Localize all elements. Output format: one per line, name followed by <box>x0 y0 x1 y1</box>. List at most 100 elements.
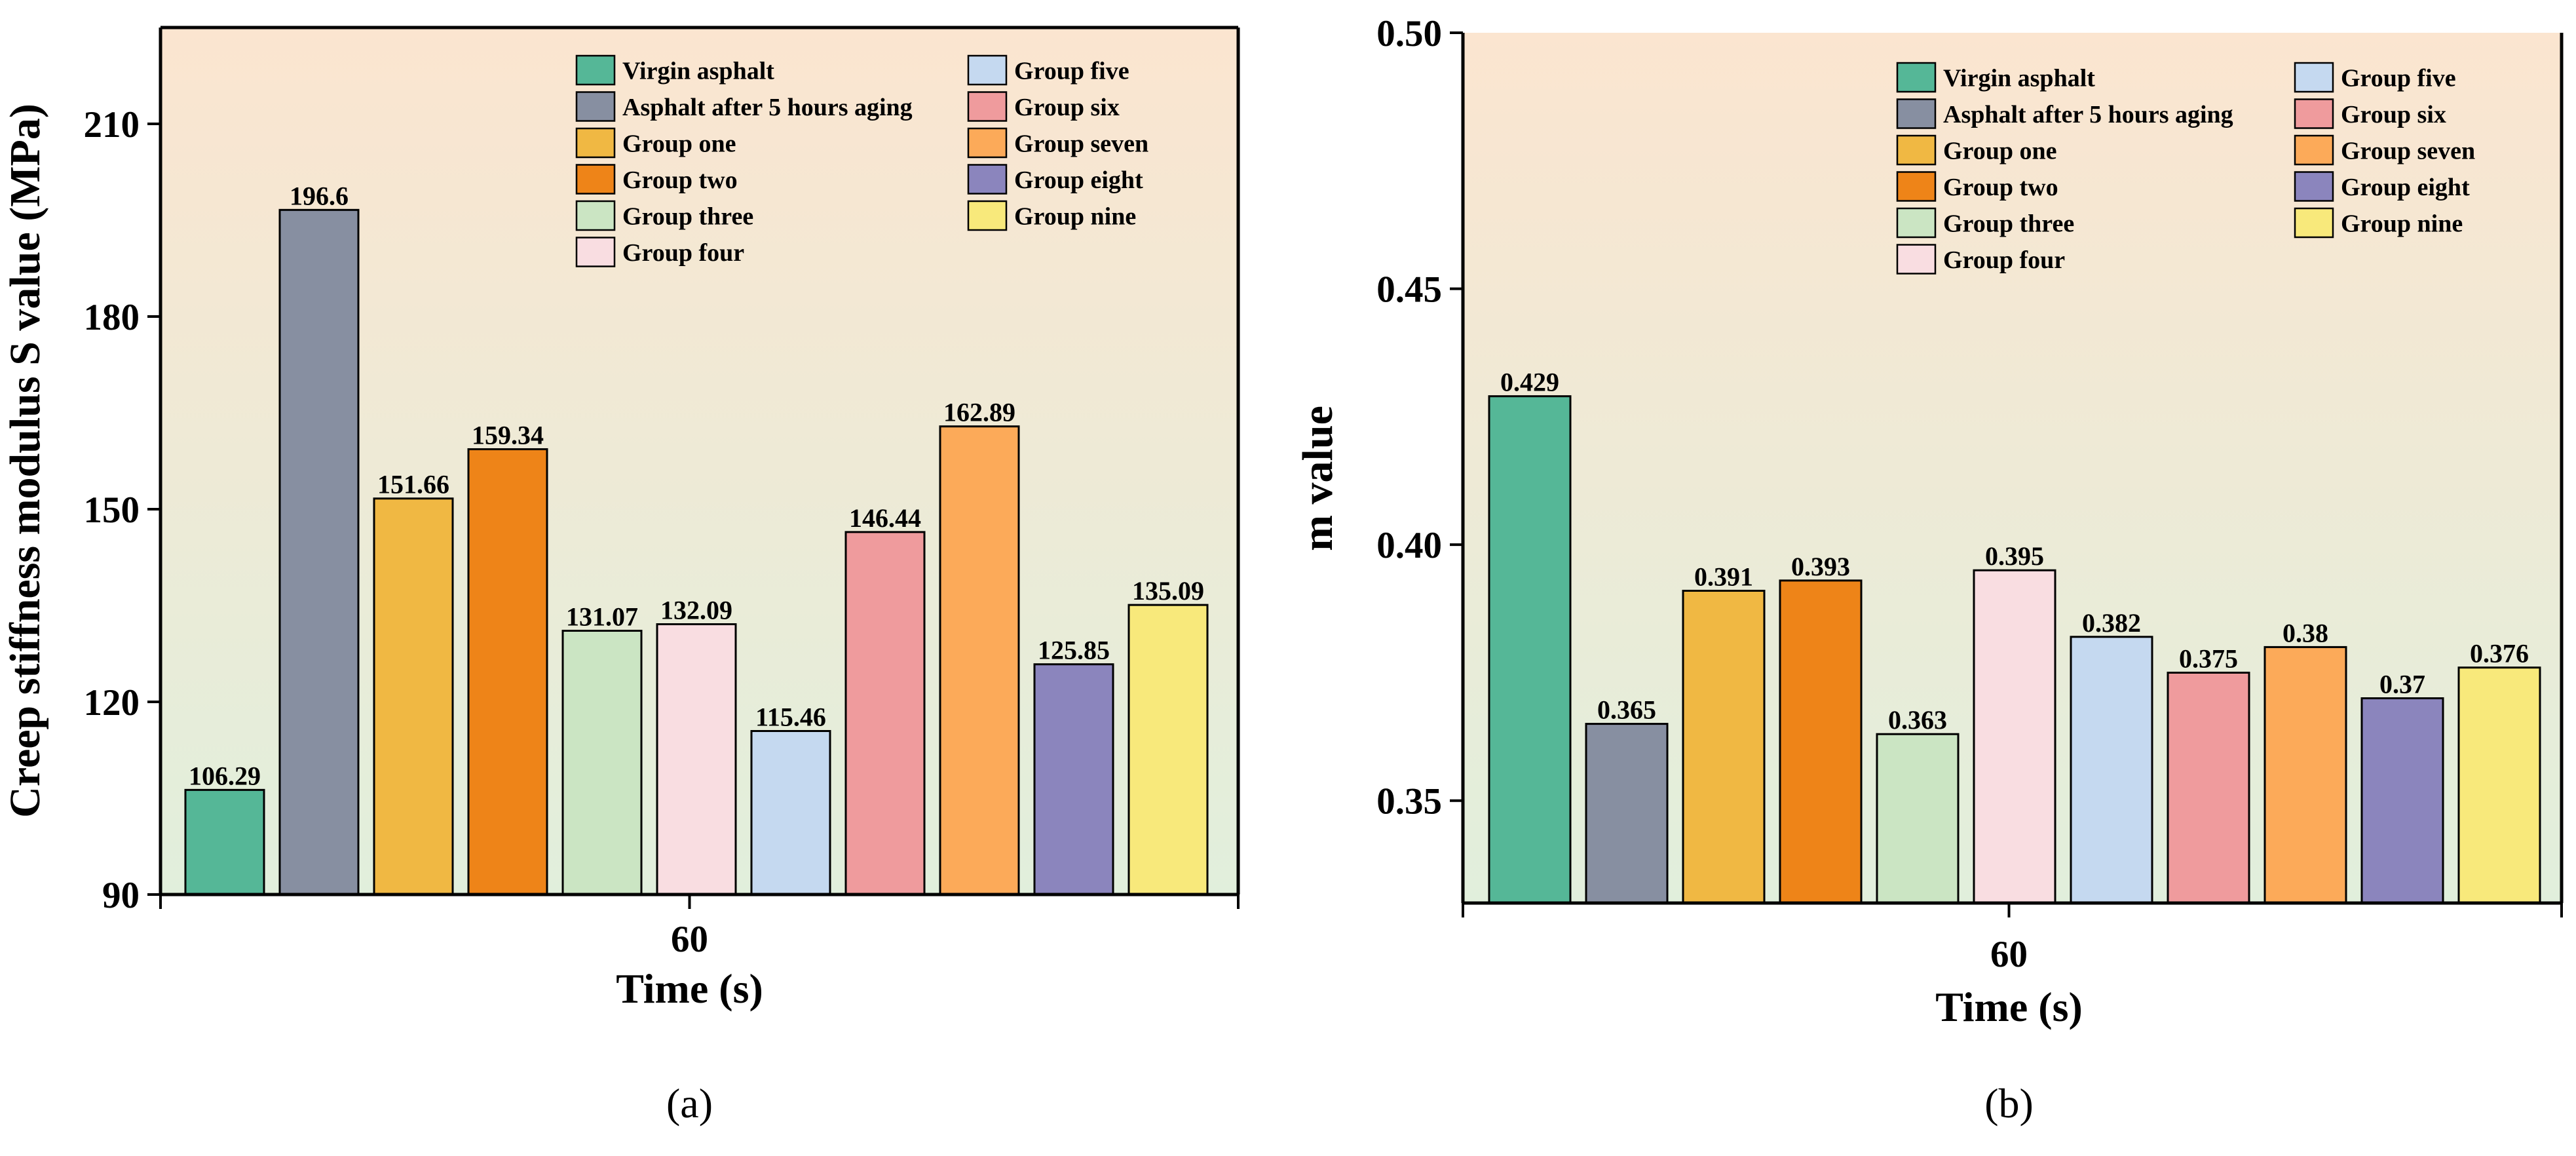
data-label: 146.44 <box>849 503 921 533</box>
legend-swatch <box>2294 207 2334 239</box>
panel-label: (a) <box>666 1080 713 1127</box>
bar-group-four <box>656 623 737 896</box>
legend-label: Group seven <box>1014 130 1148 157</box>
y-axis-label: Creep stiffness modulus S value (MPa) <box>1 104 49 818</box>
legend-label: Group six <box>1014 94 1120 121</box>
y-tick-label: 210 <box>84 104 140 145</box>
data-label: 151.66 <box>377 470 449 499</box>
legend-label: Group four <box>1943 246 2065 274</box>
legend-label: Group two <box>1943 174 2058 201</box>
legend-label: Group two <box>622 166 738 194</box>
legend-label: Group five <box>2341 64 2456 92</box>
legend-label: Group seven <box>2341 137 2475 164</box>
legend-swatch <box>2294 171 2334 202</box>
y-tick-label: 0.35 <box>1376 781 1442 822</box>
legend-swatch <box>1896 98 1937 129</box>
data-label: 0.382 <box>2082 608 2141 638</box>
legend-swatch <box>967 200 1008 231</box>
bar-group-eight <box>1033 663 1114 896</box>
bar-group-seven <box>2263 645 2347 904</box>
y-tick-label: 0.50 <box>1376 13 1442 54</box>
legend-label: Group three <box>1943 210 2074 237</box>
y-tick-label: 0.40 <box>1376 525 1442 566</box>
legend-swatch <box>967 54 1008 86</box>
legend-label: Group four <box>622 239 744 267</box>
legend-label: Group nine <box>1014 202 1136 230</box>
legend-label: Group one <box>622 130 736 157</box>
legend-swatch <box>967 91 1008 122</box>
data-label: 0.37 <box>2379 670 2425 699</box>
y-tick-label: 120 <box>84 682 140 723</box>
data-label: 0.38 <box>2282 618 2328 647</box>
data-label: 159.34 <box>472 420 544 450</box>
bar-group-eight <box>2360 697 2444 904</box>
legend-label: Group nine <box>2341 210 2463 237</box>
data-label: 106.29 <box>189 761 261 790</box>
bar-group-two <box>1779 579 1863 904</box>
bar-group-one <box>373 497 454 896</box>
legend-label: Virgin asphalt <box>622 57 774 85</box>
x-axis-label: Time (s) <box>616 965 763 1012</box>
legend-swatch <box>1896 62 1937 93</box>
legend-label: Group six <box>2341 101 2446 128</box>
legend-swatch <box>2294 98 2334 129</box>
data-label: 0.393 <box>1791 552 1850 581</box>
legend-swatch <box>1896 244 1937 275</box>
bar-asphalt-after-5-hours-aging <box>1585 723 1669 904</box>
data-label: 115.46 <box>755 702 826 731</box>
data-label: 125.85 <box>1038 636 1110 665</box>
bar-group-seven <box>939 425 1020 896</box>
legend-swatch <box>967 164 1008 195</box>
legend-swatch <box>2294 62 2334 93</box>
y-tick-label: 0.45 <box>1376 269 1442 311</box>
x-axis-label: Time (s) <box>1935 984 2083 1030</box>
chart-panel-a: 106.29 196.6 151.66 159.34 131.07 132.09 115.4… <box>1 26 1240 1127</box>
legend-swatch <box>575 164 616 195</box>
legend-swatch <box>1896 207 1937 239</box>
legend-swatch <box>2294 134 2334 166</box>
legend-swatch <box>575 54 616 86</box>
y-axis-label: m value <box>1294 406 1342 551</box>
data-label: 132.09 <box>660 596 732 625</box>
bar-group-six <box>844 531 926 896</box>
bar-virgin-asphalt <box>184 788 265 896</box>
bar-group-five <box>2070 636 2153 904</box>
legend-label: Asphalt after 5 hours aging <box>622 94 913 121</box>
bar-group-five <box>750 729 831 896</box>
data-label: 0.391 <box>1694 562 1753 591</box>
data-label: 162.89 <box>943 398 1015 427</box>
y-tick-label: 90 <box>102 875 140 916</box>
panel-label: (b) <box>1984 1080 2034 1127</box>
bar-asphalt-after-5-hours-aging <box>278 208 360 896</box>
y-tick-label: 150 <box>84 490 140 531</box>
data-label: 196.6 <box>290 181 349 210</box>
y-tick-label: 180 <box>84 297 140 338</box>
bar-virgin-asphalt <box>1488 395 1572 904</box>
bar-group-one <box>1682 589 1766 904</box>
legend-swatch <box>575 200 616 231</box>
legend-label: Group eight <box>1014 166 1143 194</box>
data-label: 0.376 <box>2470 639 2529 668</box>
bar-group-six <box>2167 671 2250 904</box>
legend-label: Group eight <box>2341 174 2470 201</box>
data-label: 131.07 <box>566 602 638 632</box>
legend-label: Group five <box>1014 57 1129 85</box>
bar-group-two <box>467 448 548 896</box>
bar-group-four <box>1973 569 2056 904</box>
data-label: 0.429 <box>1500 368 1559 397</box>
legend-swatch <box>575 127 616 159</box>
chart-panel-b: 0.429 0.365 0.391 0.393 0.363 0.395 0.382 0.375… <box>1294 13 2564 1127</box>
bar-group-three <box>561 630 643 896</box>
legend-swatch <box>575 91 616 122</box>
x-tick-label: 60 <box>1990 934 2028 975</box>
bar-group-three <box>1876 733 1960 904</box>
legend-swatch <box>967 127 1008 159</box>
data-label: 0.395 <box>1985 541 2044 571</box>
legend-swatch <box>1896 134 1937 166</box>
legend-label: Virgin asphalt <box>1943 64 2095 92</box>
x-tick-label: 60 <box>671 919 708 960</box>
legend-label: Group one <box>1943 137 2057 164</box>
bar-group-nine <box>2457 666 2541 904</box>
data-label: 135.09 <box>1132 576 1204 606</box>
